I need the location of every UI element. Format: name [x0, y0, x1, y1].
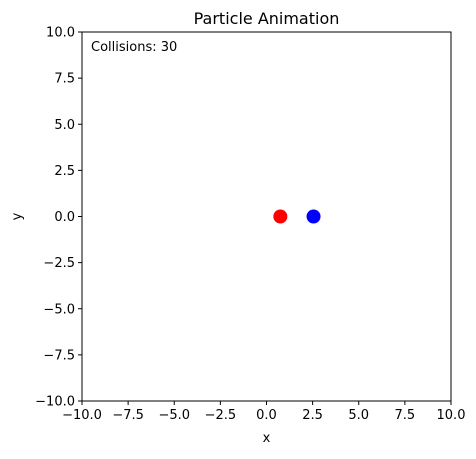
y-tick-label: −10.0 — [35, 395, 75, 410]
x-tick-label: −7.5 — [112, 408, 144, 423]
x-tick-label: 0.0 — [256, 408, 277, 423]
x-tick-label: 2.5 — [302, 408, 323, 423]
particle-point — [306, 209, 321, 224]
x-tick-label: −2.5 — [205, 408, 237, 423]
x-tick-label: 5.0 — [348, 408, 369, 423]
chart-title: Particle Animation — [194, 9, 340, 28]
y-tick-label: −2.5 — [43, 256, 75, 271]
y-tick-label: 0.0 — [54, 210, 75, 225]
y-tick-label: 7.5 — [54, 72, 75, 87]
x-tick-label: −10.0 — [62, 408, 102, 423]
x-tick-label: 10.0 — [437, 408, 466, 423]
particle-point — [273, 209, 288, 224]
y-tick-label: 10.0 — [46, 26, 75, 41]
ticks: −10.0 −7.5 −5.0 −2.5 0.0 2.5 5.0 7.5 10.0 −10.0 −7… — [35, 26, 465, 424]
plot-frame — [81, 31, 452, 402]
points — [273, 209, 321, 224]
y-tick-label: −7.5 — [43, 348, 75, 363]
y-tick-label: −5.0 — [43, 302, 75, 317]
x-tick-label: 7.5 — [395, 408, 416, 423]
y-tick-label: 5.0 — [54, 118, 75, 133]
x-axis-label: x — [263, 431, 271, 446]
y-axis-label: y — [10, 212, 25, 220]
x-tick-label: −5.0 — [158, 408, 190, 423]
y-tick-label: 2.5 — [54, 164, 75, 179]
collisions-annotation: Collisions: 30 — [91, 40, 177, 55]
